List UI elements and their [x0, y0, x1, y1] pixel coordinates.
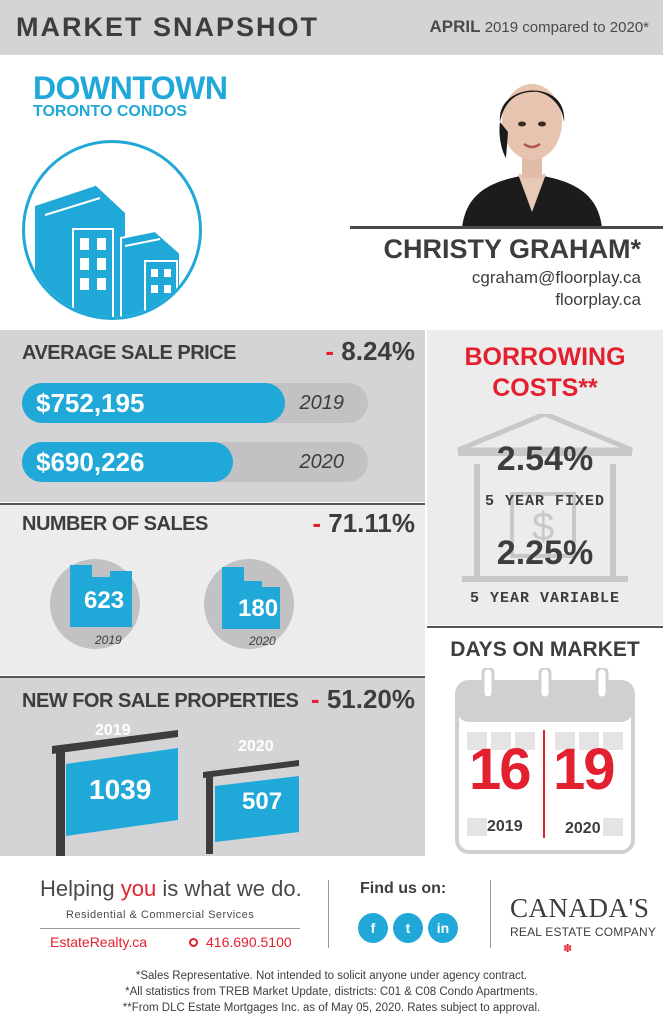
borrowing-title: BORROWING COSTS** — [427, 342, 663, 404]
price-year-2019: 2019 — [299, 392, 345, 414]
price-bar-2019: $752,195 2019 — [22, 383, 368, 423]
price-value-2020: $690,226 — [36, 447, 145, 477]
tagline-you: you — [120, 876, 157, 901]
days-year-2019: 2019 — [487, 818, 523, 835]
average-sale-price-title: AVERAGE SALE PRICE — [22, 342, 237, 364]
period-comparison: 2019 compared to 2020* — [484, 19, 649, 36]
header-bar — [0, 0, 663, 55]
page-title: MARKET SNAPSHOT — [16, 12, 320, 42]
twitter-icon[interactable]: t — [393, 913, 423, 943]
change-sign: - — [312, 508, 322, 538]
price-bar-fill — [22, 442, 234, 482]
buildings-icon — [34, 184, 181, 317]
change-sign: - — [310, 684, 320, 714]
for-sale-sign-icon — [203, 760, 299, 854]
tagline: Helping you is what we do. — [40, 876, 302, 902]
price-year-2020: 2020 — [299, 451, 345, 473]
sales-year-2020: 2020 — [249, 634, 276, 648]
period-label: APRIL 2019 compared to 2020* — [430, 17, 649, 37]
services-text: Residential & Commercial Services — [66, 909, 255, 921]
new-for-sale-year-2020: 2020 — [238, 738, 274, 755]
bank-icon: $ — [457, 414, 633, 582]
disclaimer-1: *Sales Representative. Not intended to s… — [135, 970, 528, 982]
disclaimer-2: *All statistics from TREB Market Update,… — [125, 986, 538, 998]
variable-rate: 2.25% — [496, 534, 594, 572]
change-value: 8.24% — [341, 336, 415, 366]
new-for-sale-value-2020: 507 — [242, 788, 283, 815]
price-bar-2020: $690,226 2020 — [22, 442, 368, 482]
price-value-2019: $752,195 — [36, 388, 145, 418]
agent-photo — [452, 62, 612, 228]
building-icon — [70, 565, 132, 627]
facebook-icon[interactable]: f — [358, 913, 388, 943]
footer-divider — [40, 928, 300, 929]
fixed-label: 5 YEAR FIXED — [484, 493, 606, 510]
phone-icon — [189, 938, 198, 947]
sales-value-2020: 180 — [238, 595, 279, 622]
agent-name: CHRISTY GRAHAM* — [383, 234, 641, 264]
number-of-sales-change: - 71.11% — [312, 508, 415, 539]
number-of-sales-panel: NUMBER OF SALES - 71.11% 623 2019 180 20… — [0, 503, 425, 675]
days-on-market-panel: DAYS ON MARKET 16 19 2019 2020 — [427, 626, 663, 856]
building-icon — [222, 567, 280, 629]
buildings-illustration — [22, 140, 202, 320]
find-us-label: Find us on: — [360, 880, 447, 897]
variable-label: 5 YEAR VARIABLE — [469, 590, 621, 607]
days-value-2020: 19 — [553, 737, 615, 802]
price-bar-fill — [22, 383, 285, 423]
location-title: DOWNTOWN — [33, 70, 228, 106]
change-value: 51.20% — [326, 684, 415, 714]
new-for-sale-value-2019: 1039 — [89, 774, 152, 805]
borrowing-title-line1: BORROWING — [464, 343, 626, 371]
fixed-rate: 2.54% — [496, 440, 594, 478]
tagline-post: is what we do. — [156, 876, 302, 901]
agent-email-link[interactable]: cgraham@floorplay.ca — [471, 268, 641, 287]
for-sale-sign-icon — [52, 730, 178, 856]
company-phone-link[interactable]: 416.690.5100 — [206, 934, 292, 950]
brand-tagline: REAL ESTATE COMPANY — [510, 925, 657, 939]
days-on-market-title: DAYS ON MARKET — [450, 638, 640, 661]
borrowing-costs-panel: BORROWING COSTS** $ 2.54% 5 YEAR FIXED 2… — [427, 330, 663, 625]
sales-circle-2019: 623 2019 — [50, 559, 140, 649]
sales-value-2019: 623 — [84, 587, 125, 614]
maple-leaf-icon: ✽ — [563, 943, 573, 955]
days-year-2020: 2020 — [565, 820, 601, 837]
footer-vertical-divider — [328, 880, 329, 948]
sales-year-2019: 2019 — [95, 633, 122, 647]
location-subtitle: TORONTO CONDOS — [33, 103, 188, 120]
brand-name: CANADA'S — [510, 893, 650, 923]
borrowing-title-line2: COSTS** — [492, 374, 598, 402]
change-sign: - — [325, 336, 335, 366]
sales-circle-2020: 180 2020 — [204, 559, 294, 649]
days-value-2019: 16 — [469, 737, 531, 802]
calendar-icon — [455, 668, 635, 854]
agent-divider — [350, 226, 663, 229]
number-of-sales-title: NUMBER OF SALES — [22, 513, 208, 535]
svg-text:$: $ — [532, 505, 554, 549]
period-month: APRIL — [429, 17, 481, 36]
average-sale-price-panel: AVERAGE SALE PRICE - 8.24% $752,195 2019… — [0, 330, 425, 502]
change-value: 71.11% — [328, 508, 415, 538]
tagline-pre: Helping — [40, 876, 121, 901]
agent-website-link[interactable]: floorplay.ca — [555, 290, 641, 309]
new-for-sale-panel: NEW FOR SALE PROPERTIES - 51.20% 2019 10… — [0, 676, 425, 856]
disclaimer-3: **From DLC Estate Mortgages Inc. as of M… — [122, 1002, 541, 1014]
average-sale-price-change: - 8.24% — [325, 336, 415, 367]
new-for-sale-year-2019: 2019 — [95, 722, 131, 739]
linkedin-icon[interactable]: in — [428, 913, 458, 943]
new-for-sale-title: NEW FOR SALE PROPERTIES — [22, 690, 299, 712]
company-website-link[interactable]: EstateRealty.ca — [50, 934, 148, 950]
new-for-sale-change: - 51.20% — [311, 684, 415, 715]
footer-vertical-divider — [490, 880, 491, 948]
